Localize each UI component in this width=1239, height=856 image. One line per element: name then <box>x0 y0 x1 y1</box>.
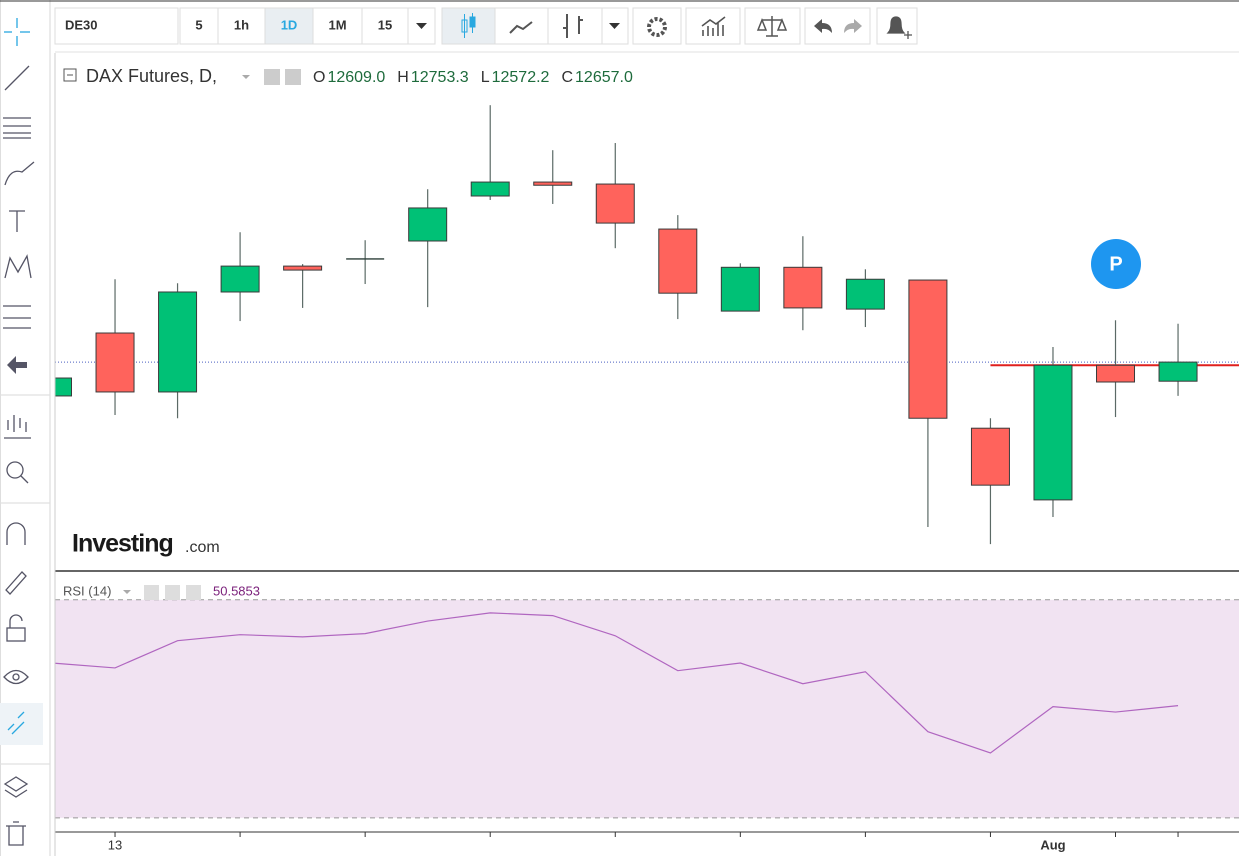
rsi-visibility[interactable] <box>144 585 159 600</box>
trendline-tool[interactable] <box>4 65 30 91</box>
ohlc-value: 12572.2 <box>492 69 550 86</box>
ohlc-value: 12657.0 <box>575 69 633 86</box>
compare-icon <box>756 16 788 37</box>
collapse-box[interactable] <box>63 68 77 82</box>
ohlc-value: 12753.3 <box>411 69 469 86</box>
fib-tool[interactable] <box>3 117 31 139</box>
x-tick-label: 13 <box>108 837 122 852</box>
chart-title: DAX Futures, D, <box>86 66 217 86</box>
line-icon <box>509 21 533 34</box>
rsi-settings[interactable] <box>165 585 180 600</box>
settings-small-button[interactable] <box>285 69 301 85</box>
x-tick-label: Aug <box>1040 837 1065 852</box>
candle-body <box>220 265 260 293</box>
interval-label: 1M <box>328 17 346 32</box>
interval-button[interactable] <box>312 7 363 45</box>
candle-body <box>1096 364 1136 383</box>
settings-icon <box>647 17 667 37</box>
zoom-tool[interactable] <box>6 461 29 484</box>
candle-body <box>158 291 198 393</box>
settings-button[interactable] <box>632 7 682 45</box>
alert-icon <box>886 16 912 39</box>
candle-body <box>533 181 573 186</box>
link-tool[interactable] <box>7 711 25 735</box>
top-toolbar: DE30 <box>0 0 1239 53</box>
pencil-lock-tool[interactable] <box>5 571 27 595</box>
eye-tool[interactable] <box>3 669 29 685</box>
candle-body <box>595 183 635 224</box>
candle-body <box>1158 361 1198 382</box>
text-tool[interactable] <box>9 210 25 232</box>
candle-body <box>908 279 948 419</box>
interval-label: 1D <box>281 17 298 32</box>
symbol: DE30 <box>65 17 98 32</box>
magnet-tool[interactable] <box>6 522 26 545</box>
candle-body <box>95 332 135 393</box>
left-toolbar <box>0 0 51 856</box>
candle-body <box>845 278 885 310</box>
back-arrow[interactable] <box>7 356 27 374</box>
interval-button[interactable] <box>179 7 219 45</box>
crosshair-tool[interactable] <box>4 18 30 46</box>
bars-button[interactable] <box>547 7 603 45</box>
interval-dropdown[interactable] <box>407 7 436 45</box>
interval-button[interactable] <box>361 7 409 45</box>
candle-body <box>720 266 760 312</box>
interval-button[interactable] <box>264 7 314 45</box>
rsi-value: 50.5853 <box>213 583 260 598</box>
watermark-suffix: .com <box>185 539 220 556</box>
candle-body <box>55 377 72 397</box>
rsi-line <box>55 612 1179 754</box>
layers-tool[interactable] <box>3 776 29 798</box>
plot-area <box>55 105 1239 819</box>
indicators-tool[interactable] <box>4 415 31 439</box>
ohlc-legend: O 12609.0 H 12753.3 L 12572.2 C 12657.0 <box>313 69 633 86</box>
candle-body <box>1033 364 1073 501</box>
watermark: Investing <box>72 530 173 558</box>
lock-tool[interactable] <box>6 614 26 642</box>
event-marker-label: P <box>1109 253 1122 275</box>
indicators-button[interactable] <box>685 7 741 45</box>
rsi-title: RSI (14) <box>63 583 111 598</box>
ohlc-key: L <box>481 69 490 86</box>
dropdown-arrow <box>609 23 620 29</box>
candle-body <box>970 427 1010 486</box>
candle-body <box>283 265 323 271</box>
dropdown-arrow <box>416 23 427 29</box>
ohlc-value: 12609.0 <box>327 69 385 86</box>
visibility-button[interactable] <box>264 69 280 85</box>
redo-icon[interactable] <box>844 19 862 33</box>
candle-body <box>783 266 823 309</box>
trash-tool[interactable] <box>6 821 26 846</box>
ohlc-key: H <box>397 69 409 86</box>
line-button[interactable] <box>494 7 549 45</box>
brush-tool[interactable] <box>4 161 35 186</box>
rsi-band <box>55 599 1239 818</box>
symbol-box[interactable] <box>54 7 179 45</box>
pattern-tool[interactable] <box>4 254 32 279</box>
ohlc-key: C <box>561 69 573 86</box>
event-marker[interactable] <box>1091 239 1141 289</box>
candle-body <box>658 228 698 294</box>
candles-icon <box>461 13 476 38</box>
bars-icon <box>563 14 583 38</box>
rsi-dropdown[interactable] <box>123 590 131 594</box>
candle-body <box>470 181 510 197</box>
interval-button[interactable] <box>217 7 266 45</box>
title-dropdown[interactable] <box>242 75 250 79</box>
ohlc-key: O <box>313 69 325 86</box>
rsi-close[interactable] <box>186 585 201 600</box>
interval-label: 15 <box>378 17 392 32</box>
interval-label: 5 <box>195 17 202 32</box>
candles-button[interactable] <box>441 7 496 45</box>
prediction-tool[interactable] <box>3 305 31 329</box>
candle-body <box>408 207 448 242</box>
interval-label: 1h <box>234 17 249 32</box>
undo-icon[interactable] <box>814 19 832 33</box>
indicators-icon <box>701 16 726 36</box>
